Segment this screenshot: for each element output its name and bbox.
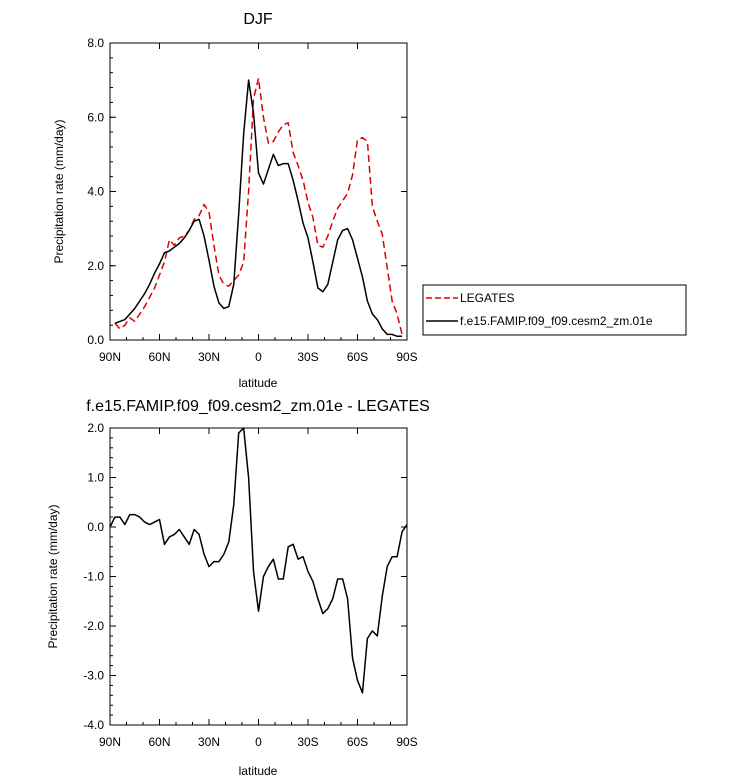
bottom-x-tick-label: 60S <box>347 735 368 749</box>
bottom-series <box>109 427 408 694</box>
top-x-axis-label: latitude <box>239 376 278 390</box>
bottom-y-tick-label: 0.0 <box>87 520 104 534</box>
top-x-tick-label: 0 <box>255 350 262 364</box>
bottom-x-tick-label: 0 <box>255 735 262 749</box>
top-chart-title: DJF <box>243 11 273 28</box>
top-plot-frame <box>109 42 408 341</box>
bottom-x-tick-label: 30S <box>297 735 318 749</box>
top-y-tick-label: 0.0 <box>87 333 104 347</box>
top-panel: DJF 90N 60N 30N 0 30S 60S 90S 0.0 2.0 4.0 6.0 8.0 l… <box>52 11 687 390</box>
bottom-x-tick-label: 30N <box>198 735 220 749</box>
bottom-panel: f.e15.FAMIP.f09_f09.cesm2_zm.01e - LEGAT… <box>46 398 430 778</box>
bottom-x-tick-label: 90S <box>396 735 417 749</box>
top-series <box>114 77 403 338</box>
legend-label-legates: LEGATES <box>460 291 514 305</box>
bottom-chart-title: f.e15.FAMIP.f09_f09.cesm2_zm.01e - LEGAT… <box>86 398 430 415</box>
top-y-tick-label: 8.0 <box>87 36 104 50</box>
top-x-tick-label: 90S <box>396 350 417 364</box>
top-series-line-0 <box>114 77 403 335</box>
top-x-tick-label: 30N <box>198 350 220 364</box>
top-y-tick-label: 6.0 <box>87 110 104 124</box>
bottom-y-tick-label: -1.0 <box>83 570 104 584</box>
bottom-y-axis-label: Precipitation rate (mm/day) <box>46 504 60 648</box>
top-x-tick-label: 30S <box>297 350 318 364</box>
top-y-tick-label: 2.0 <box>87 259 104 273</box>
bottom-y-tick-label: -4.0 <box>83 718 104 732</box>
top-x-tick-label: 90N <box>99 350 121 364</box>
bottom-x-tick-label: 60N <box>148 735 170 749</box>
top-series-line-1 <box>114 79 403 338</box>
legend: LEGATES f.e15.FAMIP.f09_f09.cesm2_zm.01e <box>422 284 687 336</box>
bottom-series-line-0 <box>109 427 408 694</box>
bottom-y-tick-label: 2.0 <box>87 421 104 435</box>
bottom-plot-frame <box>109 427 408 726</box>
top-axes: 90N 60N 30N 0 30S 60S 90S 0.0 2.0 4.0 6.0 8.0 <box>87 36 417 364</box>
bottom-x-tick-label: 90N <box>99 735 121 749</box>
top-x-tick-label: 60S <box>347 350 368 364</box>
bottom-x-axis-label: latitude <box>239 764 278 778</box>
bottom-y-tick-label: -3.0 <box>83 669 104 683</box>
legend-label-model: f.e15.FAMIP.f09_f09.cesm2_zm.01e <box>460 314 653 328</box>
top-x-tick-label: 60N <box>148 350 170 364</box>
bottom-y-tick-label: -2.0 <box>83 619 104 633</box>
top-y-axis-label: Precipitation rate (mm/day) <box>52 119 66 263</box>
top-y-tick-label: 4.0 <box>87 185 104 199</box>
legend-frame <box>422 284 687 336</box>
bottom-y-tick-label: 1.0 <box>87 471 104 485</box>
bottom-axes: 90N 60N 30N 0 30S 60S 90S -4.0 -3.0 -2.0 -1.0 0.0 1.… <box>83 421 417 749</box>
